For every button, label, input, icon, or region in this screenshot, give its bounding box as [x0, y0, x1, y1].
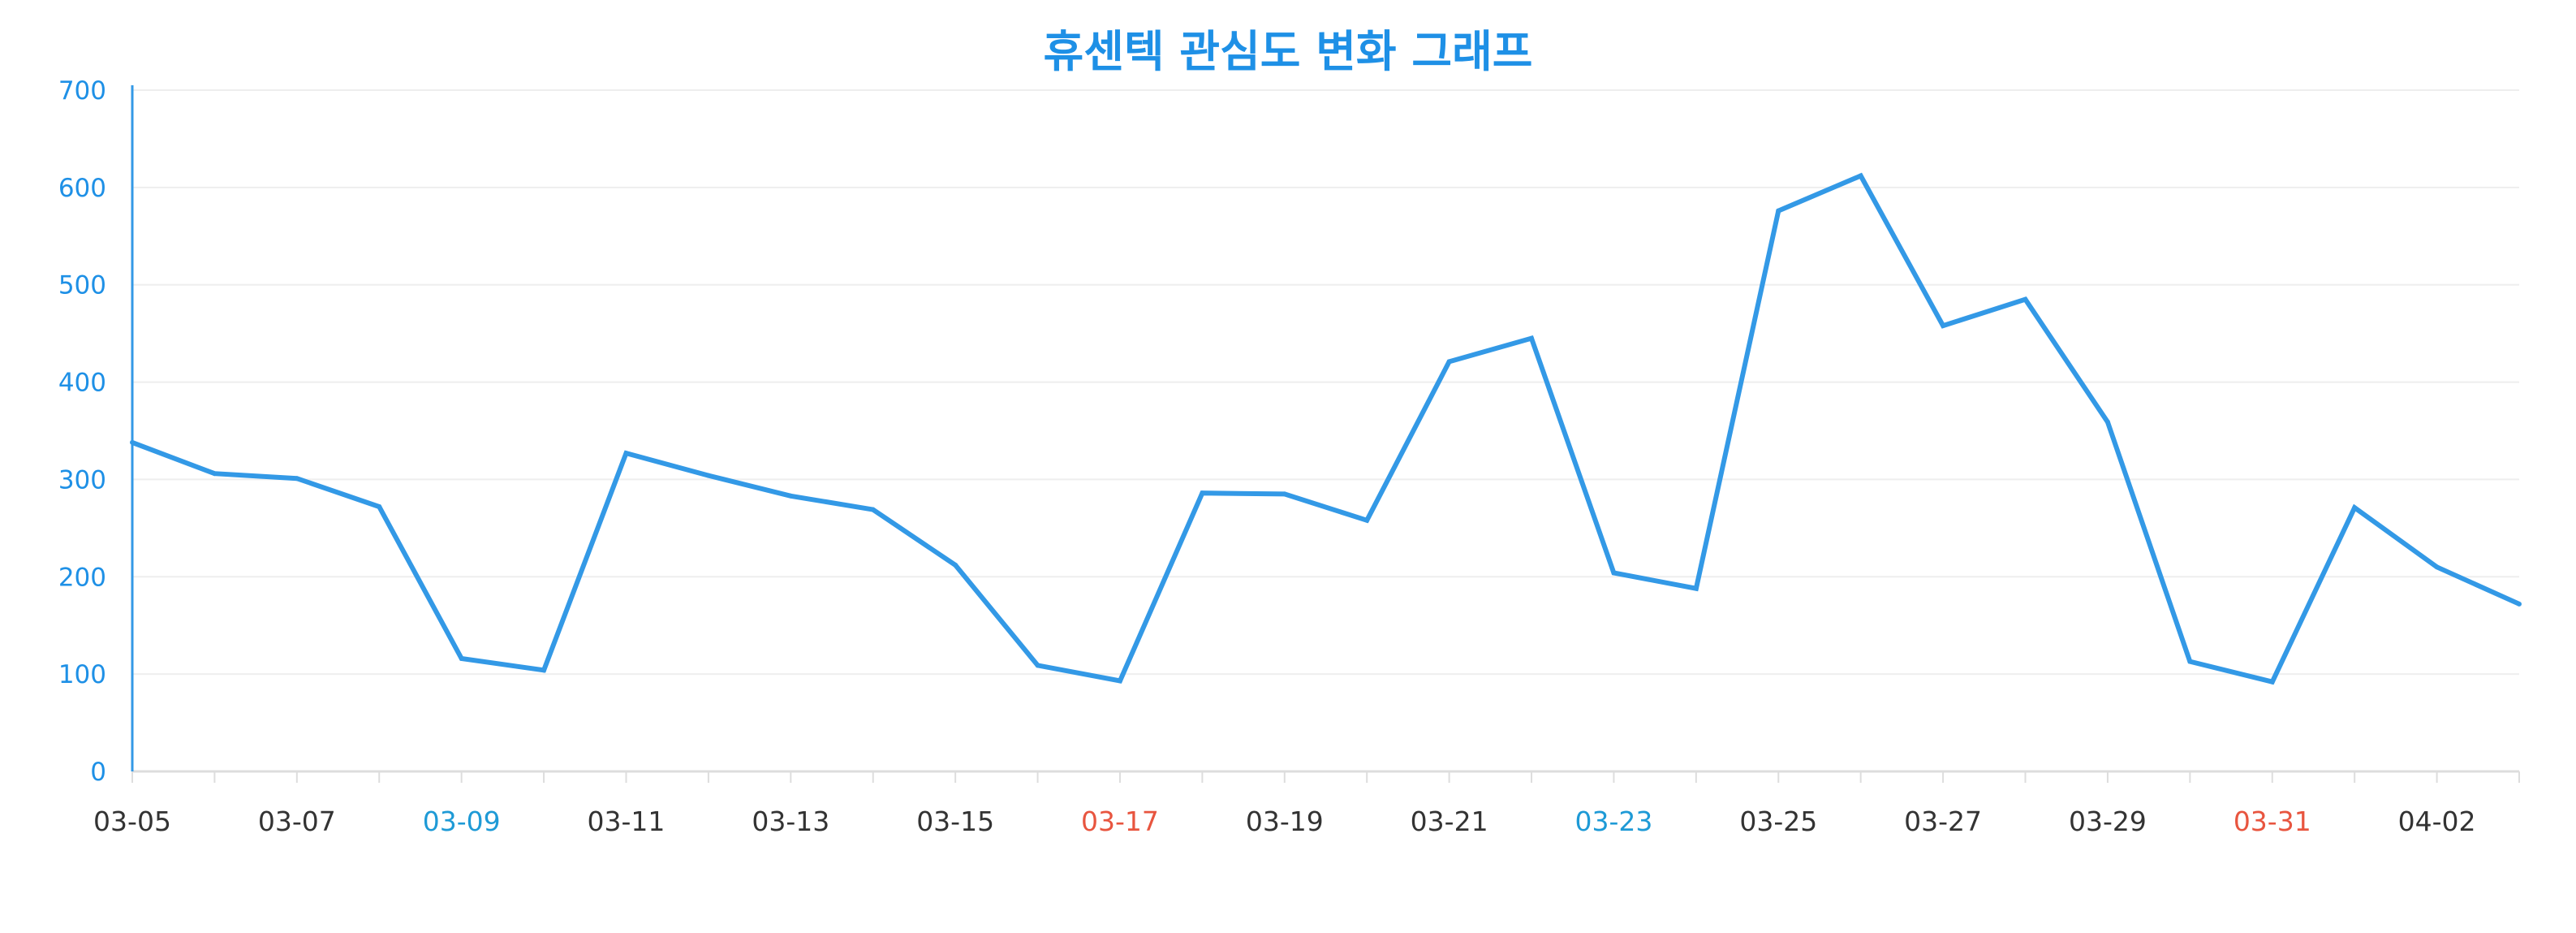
data-point [1776, 208, 1781, 214]
data-point [212, 471, 218, 477]
data-point [377, 503, 382, 509]
data-point [2269, 679, 2275, 685]
data-point [705, 473, 711, 478]
x-tick-label: 03-09 [423, 806, 501, 837]
x-tick-label: 03-23 [1575, 806, 1653, 837]
series-line [131, 172, 2521, 685]
y-tick-label: 0 [90, 758, 106, 787]
y-tick-label: 400 [58, 369, 106, 398]
data-point [788, 493, 794, 499]
data-point [953, 562, 958, 568]
y-tick-label: 600 [58, 174, 106, 203]
y-tick-label: 300 [58, 465, 106, 495]
x-tick-label: 03-07 [258, 806, 336, 837]
y-tick-label: 700 [58, 76, 106, 106]
x-tick-label: 03-21 [1411, 806, 1488, 837]
data-point [1858, 173, 1863, 179]
x-tick-label: 03-19 [1246, 806, 1324, 837]
x-tick-label: 03-05 [93, 806, 171, 837]
data-point [459, 655, 464, 661]
x-tick-label: 03-25 [1739, 806, 1817, 837]
data-point [623, 451, 629, 456]
x-tick-label: 03-31 [2234, 806, 2311, 837]
x-tick-label: 04-02 [2398, 806, 2476, 837]
data-point [1117, 678, 1122, 684]
chart-title: 휴센텍 관심도 변화 그래프 [1044, 26, 1533, 77]
data-point [2022, 296, 2028, 302]
y-tick-label: 200 [58, 563, 106, 592]
series-layer [130, 172, 2522, 685]
data-point [130, 439, 135, 445]
y-tick-label: 100 [58, 660, 106, 689]
data-point [1529, 335, 1535, 341]
y-axis-labels: 0 100 200 300 400 500 600 700 [58, 76, 106, 787]
axis-layer [131, 85, 2520, 783]
data-point [2104, 419, 2110, 425]
x-tick-label: 03-27 [1904, 806, 1982, 837]
x-tick-label: 03-29 [2069, 806, 2147, 837]
data-point [870, 507, 876, 512]
x-tick-label: 03-13 [752, 806, 829, 837]
x-tick-label: 03-15 [916, 806, 994, 837]
data-point [1446, 359, 1452, 365]
x-tick-label: 03-11 [588, 806, 666, 837]
data-point [2517, 601, 2522, 607]
data-point [1200, 490, 1205, 496]
data-point [1282, 491, 1287, 497]
data-point [294, 476, 299, 482]
data-point [2187, 659, 2193, 664]
grid-layer [132, 89, 2519, 676]
data-point [1035, 663, 1040, 668]
data-point [1693, 585, 1699, 591]
data-point [1364, 517, 1370, 523]
x-tick-label: 03-17 [1081, 806, 1159, 837]
y-tick-label: 500 [58, 271, 106, 300]
data-point [1611, 570, 1617, 576]
data-point [541, 667, 547, 673]
data-point [2434, 564, 2440, 570]
data-point [2352, 505, 2358, 511]
x-axis-labels: 03-05 03-07 03-09 03-11 03-13 03-15 03-17 03-19… [93, 806, 2475, 837]
data-point [1941, 323, 1946, 329]
